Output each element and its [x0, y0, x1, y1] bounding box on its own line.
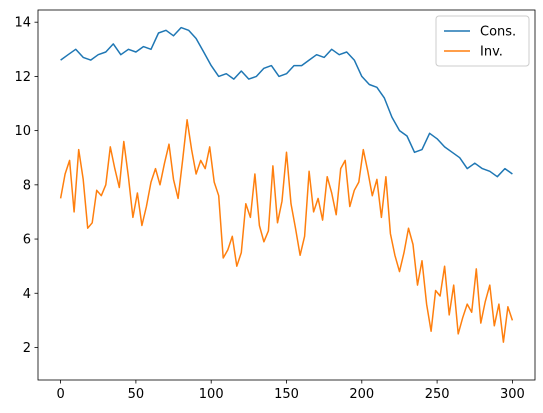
plot-area: [38, 10, 535, 380]
y-tick-label: 8: [23, 178, 31, 193]
y-tick-label: 12: [14, 70, 31, 85]
y-axis: 2 4 6 8 10 12 14: [14, 16, 38, 356]
x-tick-label: 50: [128, 387, 145, 402]
x-tick-label: 150: [274, 387, 299, 402]
series-line-cons: [60, 26, 513, 178]
legend: Cons. Inv.: [435, 15, 530, 67]
x-tick-label: 100: [199, 387, 224, 402]
x-tick-label: 0: [56, 387, 64, 402]
series-line-inv: [59, 119, 514, 343]
x-tick-label: 300: [500, 387, 525, 402]
legend-label-inv: Inv.: [480, 45, 503, 60]
y-tick-label: 10: [14, 124, 31, 139]
y-tick-label: 6: [23, 233, 31, 248]
series-layer: [59, 26, 514, 343]
x-tick-label: 250: [425, 387, 450, 402]
y-tick-label: 4: [23, 287, 31, 302]
legend-box: [435, 15, 530, 67]
y-tick-label: 14: [14, 16, 31, 31]
x-axis: 0 50 100 150 200 250 300: [56, 380, 525, 402]
legend-label-cons: Cons.: [480, 25, 516, 40]
y-tick-label: 2: [23, 341, 31, 356]
x-tick-label: 200: [349, 387, 374, 402]
